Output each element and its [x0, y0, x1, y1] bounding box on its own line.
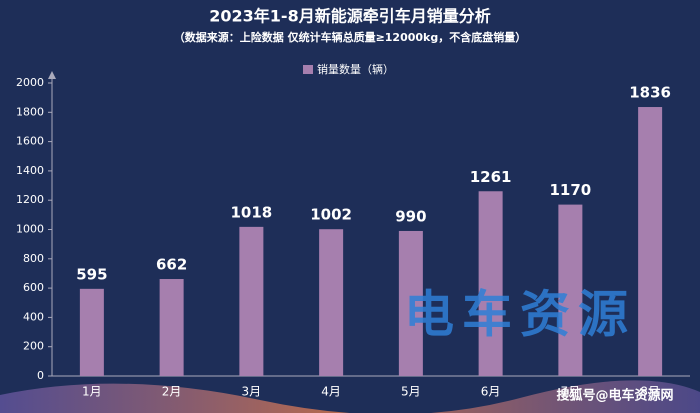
y-axis-arrow: [48, 71, 56, 79]
data-label: 990: [395, 207, 426, 225]
legend-swatch: [303, 65, 313, 74]
x-tick-label: 5月: [401, 385, 421, 399]
y-tick-label: 1200: [16, 193, 44, 206]
bar: [79, 288, 104, 376]
x-tick-label: 4月: [321, 385, 341, 399]
bar: [478, 191, 503, 376]
data-label: 1261: [470, 168, 512, 186]
data-label: 1170: [550, 181, 592, 199]
chart-subtitle: （数据来源：上险数据 仅统计车辆总质量≥12000kg，不含底盘销量）: [174, 30, 527, 44]
y-tick-label: 1400: [16, 164, 44, 177]
x-tick-label: 8月: [640, 385, 660, 399]
legend-label: 销量数量（辆）: [317, 62, 394, 76]
y-tick-label: 1600: [16, 135, 44, 148]
y-tick-label: 600: [23, 281, 44, 294]
bar: [398, 230, 423, 376]
bar: [558, 204, 583, 376]
y-tick-label: 0: [37, 369, 44, 382]
x-tick-label: 6月: [481, 385, 501, 399]
data-label: 1002: [310, 206, 352, 224]
data-label: 1836: [629, 84, 671, 102]
x-tick-label: 1月: [82, 385, 102, 399]
x-tick-label: 2月: [162, 385, 182, 399]
credit: 搜狐号@电车资源网: [556, 388, 673, 404]
y-tick-label: 1000: [16, 223, 44, 236]
data-label: 595: [76, 265, 107, 283]
bar: [319, 229, 344, 376]
decor-wave: [0, 380, 700, 413]
bar: [159, 279, 184, 376]
data-label: 1018: [231, 203, 273, 221]
y-tick-label: 200: [23, 340, 44, 353]
bar: [239, 226, 264, 376]
y-tick-label: 800: [23, 252, 44, 265]
y-tick-label: 1800: [16, 105, 44, 118]
y-tick-label: 2000: [16, 76, 44, 89]
watermark: 电车资源: [404, 286, 636, 344]
y-tick-label: 400: [23, 310, 44, 323]
bar: [638, 107, 663, 376]
data-label: 662: [156, 256, 187, 274]
chart-title: 2023年1-8月新能源牵引车月销量分析: [209, 7, 490, 26]
x-tick-label: 7月: [561, 385, 581, 399]
x-tick-label: 3月: [242, 385, 262, 399]
